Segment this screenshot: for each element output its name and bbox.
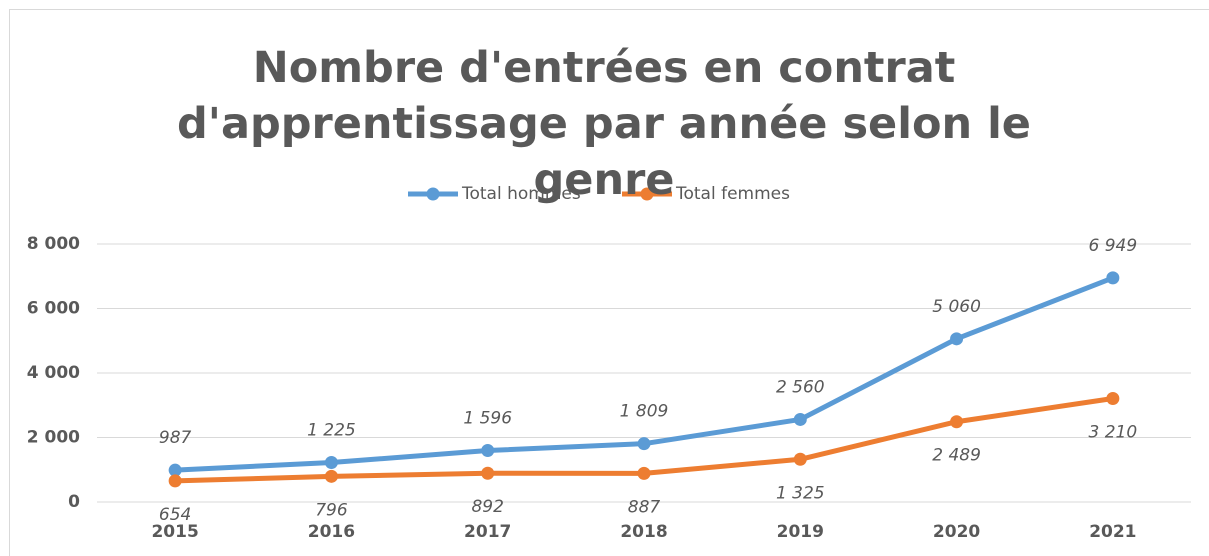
data-point xyxy=(1106,271,1120,285)
data-label: 2 489 xyxy=(932,446,981,466)
data-point xyxy=(168,474,182,488)
data-point xyxy=(793,412,807,426)
y-tick-label: 6 000 xyxy=(27,299,80,319)
data-label: 1 225 xyxy=(307,420,356,440)
data-label: 1 596 xyxy=(463,409,512,429)
legend-label: Total femmes xyxy=(675,184,790,204)
data-point xyxy=(481,466,495,480)
legend-marker xyxy=(640,187,654,201)
x-tick-label: 2016 xyxy=(308,522,355,542)
x-tick-label: 2018 xyxy=(620,522,667,542)
y-tick-label: 2 000 xyxy=(27,428,80,448)
data-label: 1 325 xyxy=(776,483,825,503)
x-tick-label: 2019 xyxy=(777,522,824,542)
data-label: 5 060 xyxy=(932,297,981,317)
x-tick-label: 2020 xyxy=(933,522,980,542)
data-label: 3 210 xyxy=(1089,422,1138,442)
x-tick-label: 2017 xyxy=(464,522,511,542)
chart-title: Nombre d'entrées en contrat d'apprentiss… xyxy=(177,43,1031,205)
data-point xyxy=(793,452,807,466)
data-point xyxy=(950,332,964,346)
data-label: 1 809 xyxy=(620,402,669,422)
data-point xyxy=(637,437,651,451)
data-label: 796 xyxy=(315,500,348,520)
y-tick-label: 4 000 xyxy=(27,363,80,383)
data-label: 887 xyxy=(628,497,661,517)
data-label: 654 xyxy=(159,505,191,525)
legend-label: Total hommes xyxy=(461,184,581,204)
data-point xyxy=(1106,391,1120,405)
x-tick-label: 2021 xyxy=(1089,522,1136,542)
y-tick-label: 0 xyxy=(68,492,80,512)
chart-frame xyxy=(9,9,1209,556)
data-point xyxy=(324,469,338,483)
data-point xyxy=(637,466,651,480)
data-label: 987 xyxy=(159,428,192,448)
data-label: 6 949 xyxy=(1089,236,1138,256)
data-point xyxy=(950,415,964,429)
data-label: 2 560 xyxy=(776,377,825,397)
data-label: 892 xyxy=(471,497,503,517)
y-tick-label: 8 000 xyxy=(27,234,80,254)
data-point xyxy=(324,455,338,469)
x-tick-label: 2015 xyxy=(151,522,198,542)
data-point xyxy=(168,463,182,477)
legend-marker xyxy=(426,187,440,201)
data-point xyxy=(481,444,495,458)
